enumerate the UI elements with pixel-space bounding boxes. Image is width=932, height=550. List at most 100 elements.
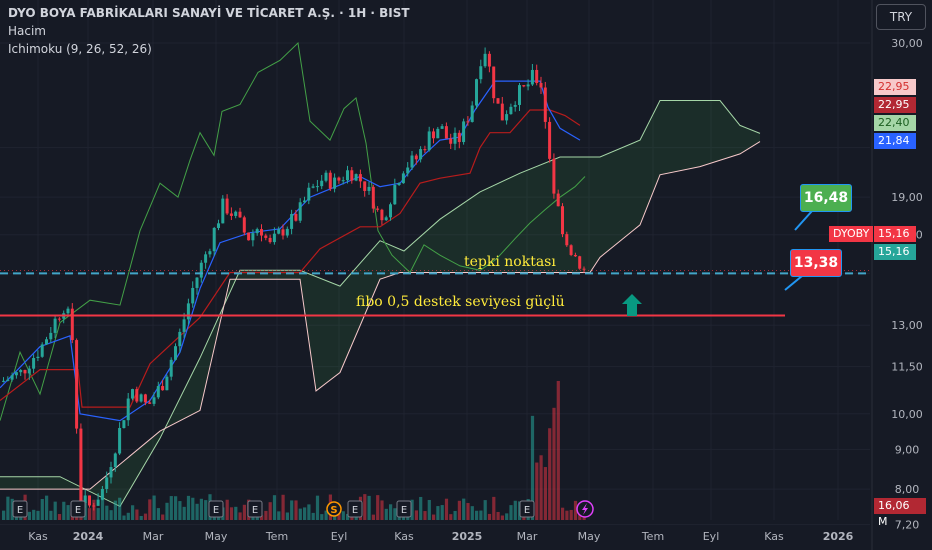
candle-body <box>70 308 74 341</box>
time-axis-label: Tem <box>265 530 288 543</box>
candle-body <box>195 277 199 288</box>
callout-13-38[interactable]: 13,38 <box>790 249 842 277</box>
volume-bar <box>543 467 547 520</box>
candle-body <box>260 229 263 236</box>
volume-bar <box>414 510 418 520</box>
time-axis-label: Mar <box>517 530 538 543</box>
volume-bar <box>530 415 535 520</box>
volume-bar <box>96 508 100 520</box>
candle-body <box>311 186 315 188</box>
time-axis-label: May <box>205 530 228 543</box>
volume-bar <box>281 494 285 520</box>
callout-16-48[interactable]: 16,48 <box>800 184 852 212</box>
candle-body <box>427 131 431 151</box>
volume-bar <box>242 504 246 520</box>
lightning-icon-glyph <box>582 503 588 515</box>
volume-bar <box>225 499 229 520</box>
price-axis-label: 13,00 <box>891 319 923 332</box>
volume-bar <box>462 498 466 520</box>
candle-body <box>328 172 332 189</box>
volume-bar <box>186 495 191 520</box>
candle-body <box>505 114 509 121</box>
candle-body <box>212 227 216 252</box>
volume-bar <box>217 515 221 520</box>
candle-body <box>174 346 177 360</box>
ichimoku-span-b <box>0 141 761 490</box>
candle-body <box>217 223 220 228</box>
candle-body <box>208 251 212 255</box>
volume-bar <box>436 506 440 520</box>
candle-body <box>14 372 18 376</box>
volume-bar <box>453 510 457 520</box>
price-axis-label: 9,00 <box>895 443 920 456</box>
candle-body <box>350 170 354 181</box>
volume-bar <box>27 511 31 520</box>
ichimoku-legend[interactable]: Ichimoku (9, 26, 52, 26) <box>8 42 152 56</box>
candle-body <box>543 87 547 122</box>
volume-bar <box>505 513 509 520</box>
annotation-fibo[interactable]: fibo 0,5 destek seviyesi güçlü <box>356 294 565 310</box>
volume-bar <box>260 515 264 520</box>
earnings-marker-label: E <box>524 505 530 516</box>
earnings-marker-label: E <box>17 505 23 516</box>
candle-body <box>307 187 311 201</box>
ichimoku-span-a <box>0 100 761 508</box>
volume-bar <box>204 500 208 520</box>
candle-body <box>66 308 70 314</box>
candle-body <box>487 53 491 67</box>
candle-body <box>281 229 285 236</box>
candle-body <box>324 172 328 181</box>
candle-body <box>53 318 57 333</box>
earnings-marker <box>70 500 86 518</box>
dividend-marker <box>326 501 342 517</box>
volume-bar <box>135 509 139 520</box>
volume-bar <box>165 502 169 520</box>
volume-bar <box>143 513 148 520</box>
volume-bar <box>109 510 113 520</box>
up-arrow-icon <box>622 294 642 316</box>
earnings-marker <box>208 500 224 518</box>
dividend-marker-label: S <box>330 505 337 516</box>
volume-bar <box>376 495 380 520</box>
candle-body <box>290 213 294 229</box>
time-axis-label: Eyl <box>703 530 720 543</box>
candle-body <box>449 138 453 144</box>
candle-body <box>354 174 358 181</box>
price-axis-label: 19,00 <box>891 191 923 204</box>
volume-bar <box>569 509 573 520</box>
earnings-marker <box>519 500 535 518</box>
price-tag-volume: 16,06 M <box>874 498 926 528</box>
volume-bar <box>500 515 504 520</box>
candle-body <box>75 340 79 429</box>
candle-body <box>535 69 539 84</box>
candle-body <box>440 126 444 129</box>
candle-body <box>118 428 122 454</box>
earnings-marker-label: E <box>75 505 81 516</box>
candle-body <box>376 208 380 210</box>
volume-bar <box>290 500 294 520</box>
candle-body <box>242 217 246 233</box>
candle-body <box>139 394 143 402</box>
candle-body <box>178 331 182 347</box>
volume-bar <box>169 496 173 520</box>
candle-body <box>509 106 513 115</box>
volume-bar <box>509 505 513 520</box>
candle-body <box>19 370 23 373</box>
candle-body <box>561 206 564 235</box>
volume-bar <box>195 503 199 520</box>
candle-body <box>530 69 534 85</box>
volume-legend[interactable]: Hacim <box>8 24 46 38</box>
candle-body <box>32 358 36 369</box>
volume-bar <box>333 514 337 520</box>
candle-body <box>6 379 10 381</box>
candle-body <box>569 245 573 255</box>
annotation-tepki[interactable]: tepki noktası <box>464 254 556 270</box>
volume-bar <box>324 510 328 520</box>
candle-body <box>277 229 281 234</box>
price-tag-last: 15,16 <box>874 226 916 242</box>
volume-bar <box>315 495 320 520</box>
candle-body <box>191 287 195 304</box>
currency-button[interactable]: TRY <box>876 4 926 30</box>
volume-bar <box>573 500 578 520</box>
